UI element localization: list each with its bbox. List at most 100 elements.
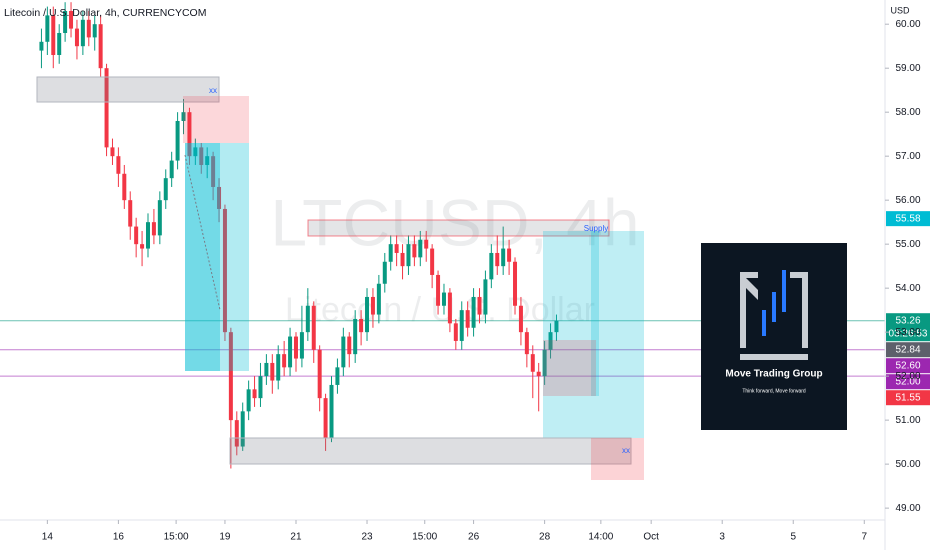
candle-body bbox=[465, 310, 470, 328]
candle-body bbox=[63, 10, 68, 33]
y-tick-label: 56.00 bbox=[895, 195, 920, 206]
candle-body bbox=[388, 244, 393, 262]
zone bbox=[543, 340, 596, 396]
price-tag-label: 52.00 bbox=[895, 376, 920, 387]
candle-body bbox=[424, 239, 429, 249]
logo: Move Trading Group Think forward, Move f… bbox=[701, 243, 847, 430]
zone bbox=[36, 76, 220, 103]
candle-body bbox=[305, 305, 310, 333]
candle-body bbox=[447, 292, 452, 324]
candle-body bbox=[39, 41, 44, 51]
candle-body bbox=[353, 318, 358, 355]
candle-body bbox=[430, 248, 435, 275]
y-tick-label: 59.00 bbox=[895, 63, 920, 74]
price-tag bbox=[886, 374, 930, 390]
candle-body bbox=[530, 354, 535, 372]
price-tag-label: 52.84 bbox=[895, 344, 920, 355]
drawings: xx Supply xx bbox=[36, 76, 644, 480]
candle-body bbox=[57, 32, 62, 55]
candle-body bbox=[453, 323, 458, 341]
candle-body bbox=[513, 261, 518, 306]
candle-body bbox=[542, 349, 547, 377]
candle-body bbox=[175, 120, 180, 161]
candle-body bbox=[45, 15, 50, 42]
price-tag bbox=[886, 313, 930, 342]
candle-body bbox=[317, 349, 322, 399]
candle-body bbox=[104, 68, 109, 148]
candle-body bbox=[157, 200, 162, 236]
y-tick-label: 54.00 bbox=[895, 283, 920, 294]
candle-body bbox=[471, 296, 476, 328]
price-tag bbox=[886, 390, 930, 406]
x-tick-label: 28 bbox=[539, 532, 551, 543]
candle-body bbox=[341, 336, 346, 368]
candle-body bbox=[74, 28, 79, 47]
candle-body bbox=[376, 283, 381, 315]
candle-body bbox=[110, 147, 115, 157]
candle-body bbox=[335, 367, 340, 385]
price-tag bbox=[886, 358, 930, 374]
logo-icon bbox=[782, 270, 786, 312]
candle-body bbox=[329, 384, 334, 438]
candle-body bbox=[169, 160, 174, 179]
candle-body bbox=[134, 226, 139, 245]
candle-body bbox=[365, 296, 370, 333]
candle-body bbox=[86, 19, 91, 38]
zone bbox=[183, 96, 249, 143]
watermark-symbol: LTCUSD, 4h bbox=[270, 185, 639, 259]
candle-body bbox=[163, 178, 168, 201]
candle-body bbox=[495, 252, 500, 267]
logo-tagline: Think forward, Move forward bbox=[742, 388, 806, 394]
candle-body bbox=[394, 244, 399, 253]
candle-body bbox=[418, 239, 423, 258]
x-tick-label: Oct bbox=[643, 532, 659, 543]
price-tag-label: 51.55 bbox=[895, 392, 920, 403]
candle-body bbox=[181, 112, 186, 121]
candle-body bbox=[282, 354, 287, 368]
y-tick-label: 53.00 bbox=[895, 327, 920, 338]
candle-body bbox=[524, 332, 529, 355]
y-tick-label: 57.00 bbox=[895, 151, 920, 162]
candle-body bbox=[548, 332, 553, 350]
x-tick-label: 7 bbox=[861, 532, 867, 543]
candle-body bbox=[258, 376, 263, 399]
candle-body bbox=[382, 261, 387, 284]
candle-body bbox=[69, 10, 74, 29]
candle-body bbox=[246, 389, 251, 412]
zone bbox=[229, 437, 632, 465]
dotted-line bbox=[184, 154, 221, 311]
candle-body bbox=[406, 244, 411, 267]
countdown: 03:26:53 bbox=[889, 328, 928, 339]
x-tick-label: 15:00 bbox=[164, 532, 189, 543]
candle-body bbox=[145, 222, 150, 249]
logo-box bbox=[701, 243, 847, 430]
candle-body bbox=[228, 332, 233, 421]
zone bbox=[307, 219, 610, 237]
y-tick-label: 58.00 bbox=[895, 107, 920, 118]
candle-body bbox=[370, 296, 375, 315]
x-tick-label: 14 bbox=[42, 532, 54, 543]
candle-body bbox=[311, 305, 316, 350]
y-tick-label: 51.00 bbox=[895, 415, 920, 426]
annotation: xx bbox=[209, 86, 217, 95]
candle-body bbox=[536, 371, 541, 377]
candle-body bbox=[187, 112, 192, 157]
candle-body bbox=[264, 362, 269, 377]
candle-body bbox=[122, 173, 127, 201]
x-tick-label: 15:00 bbox=[412, 532, 437, 543]
zone bbox=[591, 231, 599, 396]
annotation: Supply bbox=[584, 224, 608, 233]
candle-body bbox=[436, 274, 441, 306]
candle-body bbox=[240, 411, 245, 447]
candle-body bbox=[222, 208, 227, 333]
candle-body bbox=[359, 318, 364, 333]
candles bbox=[39, 2, 559, 469]
logo-icon bbox=[772, 292, 776, 322]
candle-body bbox=[51, 15, 56, 55]
x-tick-label: 5 bbox=[790, 532, 796, 543]
candle-body bbox=[234, 420, 239, 447]
candle-body bbox=[507, 248, 512, 262]
